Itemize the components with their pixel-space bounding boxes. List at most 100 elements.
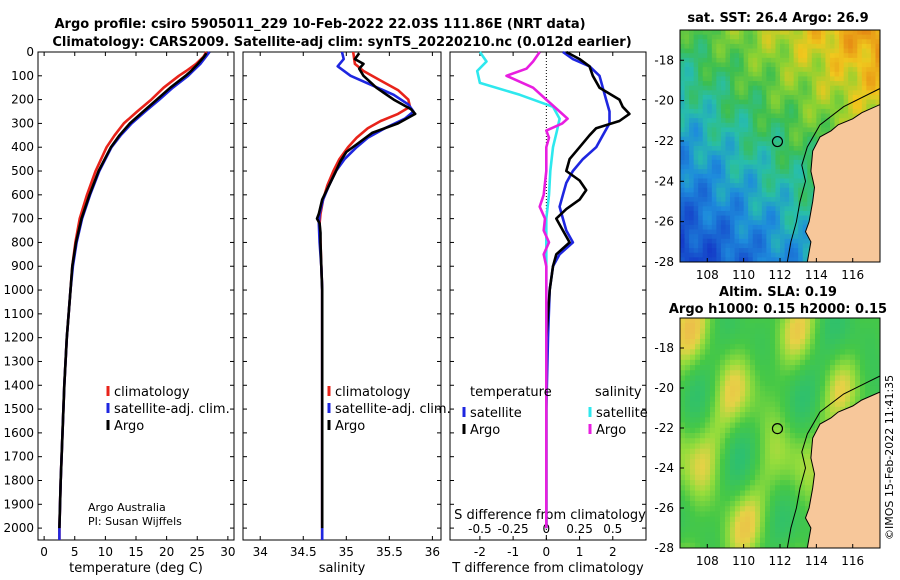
field-cell [766, 197, 772, 203]
field-cell [711, 141, 717, 147]
field-cell [784, 136, 790, 142]
field-cell [725, 210, 731, 216]
field-cell [710, 318, 716, 324]
field-cell [807, 48, 813, 54]
field-cell [720, 136, 726, 142]
field-cell [725, 480, 731, 486]
field-cell [802, 257, 808, 263]
field-cell [870, 62, 876, 68]
field-cell [743, 173, 749, 179]
field-cell [835, 396, 841, 403]
field-cell [798, 146, 804, 152]
field-cell [765, 333, 771, 340]
field-cell [811, 85, 817, 91]
field-cell [745, 480, 751, 486]
field-cell [805, 338, 811, 345]
field-cell [780, 90, 785, 96]
field-cell [760, 459, 766, 465]
field-cell [695, 349, 701, 355]
field-cell [689, 76, 695, 82]
field-cell [711, 187, 717, 193]
field-cell [702, 113, 708, 119]
field-cell [748, 164, 754, 170]
field-cell [707, 81, 713, 87]
field-cell [745, 495, 751, 502]
field-cell [757, 67, 763, 73]
field-cell [785, 464, 791, 470]
field-cell [739, 67, 745, 73]
field-cell [845, 333, 851, 340]
field-cell [839, 99, 845, 105]
field-cell [740, 453, 746, 460]
field-cell [825, 62, 831, 68]
field-cell [807, 34, 813, 40]
field-cell [730, 537, 736, 544]
field-cell [707, 67, 713, 73]
field-cell [685, 433, 691, 439]
field-cell [802, 39, 808, 45]
field-cell [757, 206, 763, 212]
field-cell [698, 206, 704, 212]
field-cell [770, 127, 776, 133]
field-cell [685, 344, 691, 350]
field-cell [760, 500, 766, 507]
field-cell [857, 94, 863, 100]
field-cell [775, 469, 781, 476]
field-cell [798, 238, 804, 244]
field-cell [784, 257, 790, 263]
field-cell [743, 210, 749, 216]
field-cell [730, 464, 736, 470]
field-cell [789, 132, 795, 138]
field-cell [784, 206, 790, 212]
field-cell [734, 85, 740, 91]
field-cell [757, 210, 763, 216]
field-cell [680, 243, 685, 249]
field-cell [825, 127, 831, 133]
field-cell [780, 506, 786, 512]
field-cell [752, 57, 758, 63]
field-cell [705, 516, 711, 523]
field-cell [745, 485, 751, 491]
field-cell [839, 76, 845, 82]
field-cell [810, 333, 816, 340]
field-cell [770, 537, 776, 544]
field-cell [734, 169, 740, 175]
field-cell [802, 90, 808, 96]
field-cell [725, 53, 731, 59]
field-cell [684, 118, 690, 124]
field-cell [785, 333, 791, 340]
y-tick-label: 2000 [3, 521, 34, 535]
field-cell [755, 417, 761, 423]
field-cell [693, 90, 699, 96]
field-cell [795, 453, 801, 460]
field-cell [848, 113, 854, 119]
field-cell [875, 62, 881, 68]
field-cell [825, 48, 831, 54]
field-cell [725, 155, 731, 161]
field-cell [693, 206, 699, 212]
field-cell [805, 448, 811, 455]
field-cell [720, 234, 726, 240]
s-tick-label: -0.5 [468, 522, 491, 536]
field-cell [795, 485, 801, 491]
float-position-marker [771, 135, 784, 148]
field-cell [745, 459, 751, 465]
field-cell [705, 318, 711, 324]
field-cell [850, 391, 856, 397]
field-cell [775, 385, 781, 392]
field-cell [780, 542, 786, 549]
field-cell [695, 427, 701, 434]
field-cell [780, 516, 786, 523]
field-cell [820, 99, 826, 105]
field-cell [730, 474, 736, 481]
field-cell [830, 62, 835, 68]
field-cell [745, 406, 751, 413]
field-cell [757, 104, 763, 110]
field-cell [770, 224, 776, 230]
field-cell [795, 532, 801, 538]
field-cell [716, 90, 722, 96]
field-cell [725, 62, 731, 68]
field-cell [752, 85, 758, 91]
field-cell [807, 127, 813, 133]
field-cell [765, 396, 771, 403]
